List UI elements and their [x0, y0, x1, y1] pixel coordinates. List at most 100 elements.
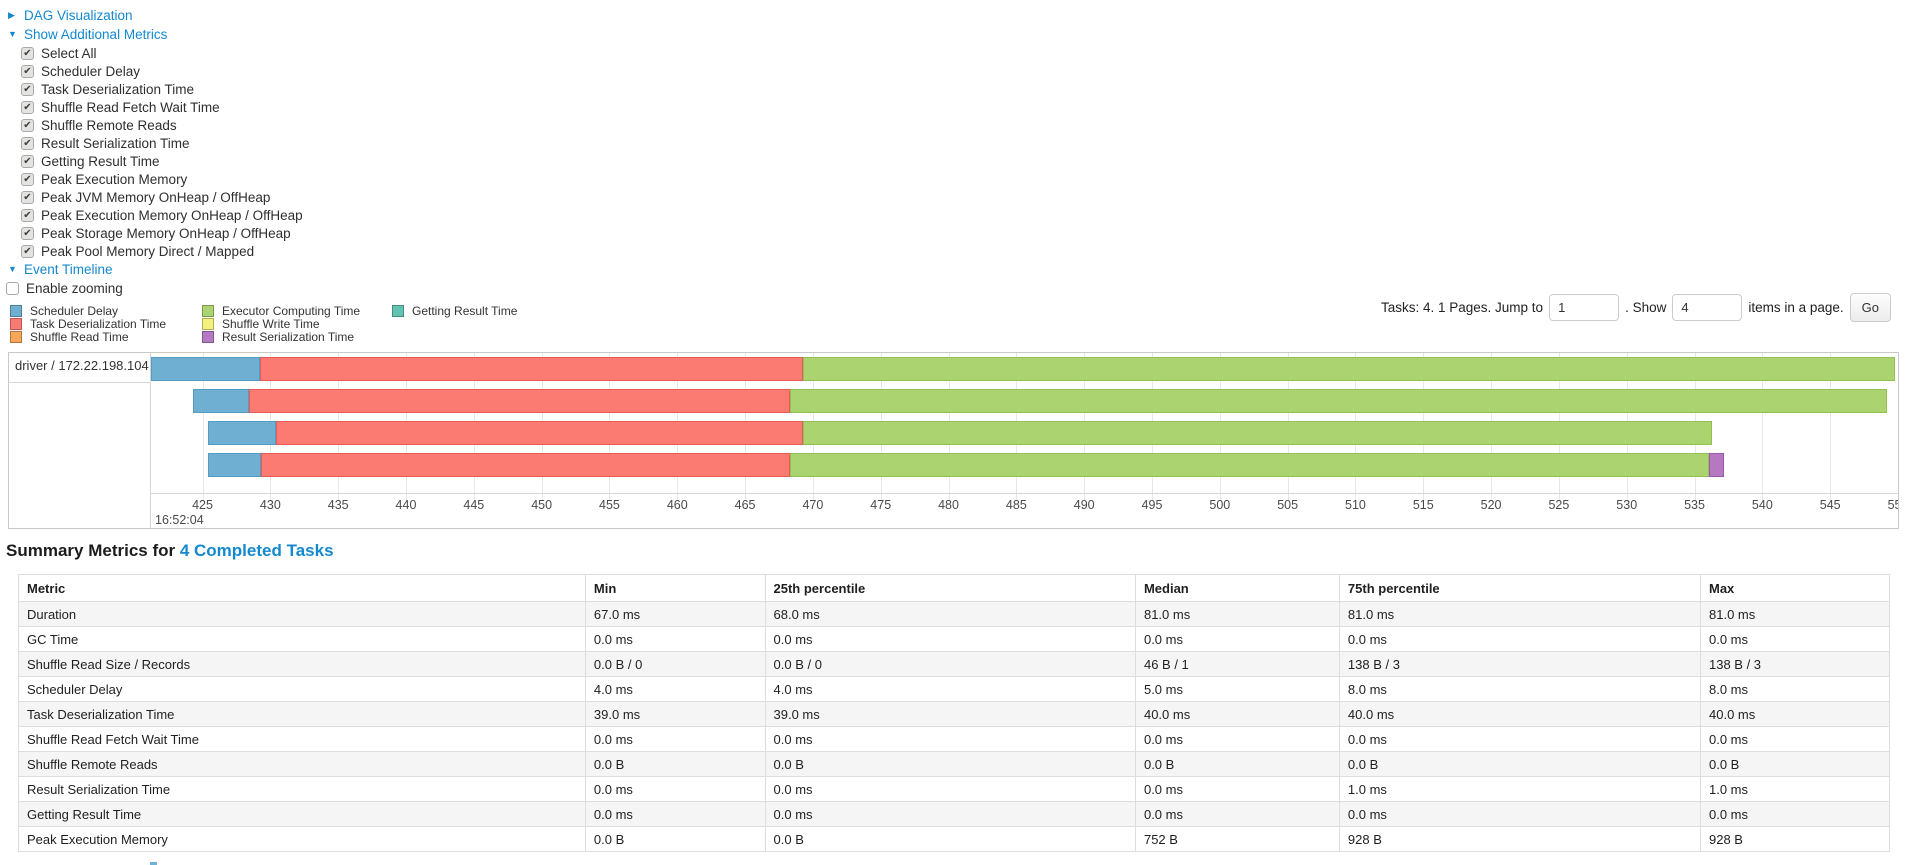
- metric-checkbox[interactable]: ✔: [21, 136, 34, 150]
- metric-value-cell: 46 B / 1: [1134, 651, 1340, 677]
- executor-row-label: driver / 172.22.198.104: [15, 358, 149, 373]
- additional-metrics-checkbox-list: ✔ Select All ✔ Scheduler Delay ✔ Task Deseria…: [21, 44, 303, 260]
- dag-visualization-link[interactable]: DAG Visualization: [24, 7, 133, 23]
- event-timeline-toggle[interactable]: ▼ Event Timeline: [8, 261, 113, 277]
- axis-tick-label: 530: [1616, 498, 1638, 512]
- axis-tick-label: 445: [463, 498, 485, 512]
- axis-tick: [1084, 494, 1086, 501]
- metric-name-cell: Getting Result Time: [18, 801, 586, 827]
- show-additional-metrics-toggle[interactable]: ▼ Show Additional Metrics: [8, 26, 167, 42]
- metric-checkbox-row: ✔ Peak Execution Memory OnHeap / OffHeap: [21, 206, 303, 224]
- metric-value-cell: 5.0 ms: [1134, 676, 1340, 702]
- metric-checkbox[interactable]: ✔: [21, 190, 34, 204]
- event-timeline-link[interactable]: Event Timeline: [24, 261, 113, 277]
- metric-checkbox[interactable]: ✔: [21, 46, 34, 60]
- axis-tick-label: 545: [1819, 498, 1841, 512]
- metric-checkbox-row: ✔ Task Deserialization Time: [21, 80, 303, 98]
- go-button[interactable]: Go: [1849, 293, 1891, 322]
- timeline-executor-column: driver / 172.22.198.104: [9, 353, 151, 528]
- axis-tick: [1219, 494, 1221, 501]
- metric-value-cell: 40.0 ms: [1134, 701, 1340, 727]
- metric-name-cell: Result Serialization Time: [18, 776, 586, 802]
- metric-checkbox[interactable]: ✔: [21, 154, 34, 168]
- metric-name-cell: Shuffle Read Fetch Wait Time: [18, 726, 586, 752]
- metric-checkbox-row: ✔ Getting Result Time: [21, 152, 303, 170]
- table-column-header: Median: [1134, 574, 1340, 602]
- task-bar-segment-executor-computing[interactable]: [803, 357, 1896, 381]
- metric-name-cell: Shuffle Remote Reads: [18, 751, 586, 777]
- legend-item: Shuffle Read Time: [10, 331, 202, 344]
- cut-off-next-section: [150, 862, 157, 865]
- jump-to-page-input[interactable]: [1549, 294, 1620, 321]
- axis-tick: [1355, 494, 1357, 501]
- metric-value-cell: 0.0 ms: [764, 776, 1136, 802]
- legend-label: Shuffle Read Time: [30, 330, 129, 345]
- axis-tick: [1016, 494, 1018, 501]
- task-deserialization-swatch-icon: [10, 318, 22, 331]
- metric-checkbox[interactable]: ✔: [21, 118, 34, 132]
- axis-tick: [473, 494, 475, 501]
- metric-checkbox-row: ✔ Peak Execution Memory: [21, 170, 303, 188]
- metric-value-cell: 0.0 ms: [1134, 776, 1340, 802]
- legend-item: Scheduler Delay: [10, 305, 202, 318]
- axis-tick-label: 465: [734, 498, 756, 512]
- result-serialization-swatch-icon: [202, 331, 214, 344]
- metric-checkbox[interactable]: ✔: [21, 100, 34, 114]
- legend-label: Executor Computing Time: [222, 304, 361, 319]
- metric-value-cell: 0.0 B: [764, 826, 1136, 852]
- show-additional-metrics-link[interactable]: Show Additional Metrics: [24, 26, 168, 42]
- metric-checkbox[interactable]: ✔: [21, 208, 34, 222]
- shuffle-write-swatch-icon: [202, 318, 214, 331]
- completed-tasks-link[interactable]: 4 Completed Tasks: [179, 541, 334, 560]
- task-bar-segment-task-deserialization[interactable]: [260, 453, 790, 477]
- metric-checkbox-label: Getting Result Time: [41, 153, 160, 169]
- metric-value-cell: 0.0 B: [1134, 751, 1340, 777]
- pagination-mid-text: . Show: [1625, 300, 1667, 315]
- task-bar-segment-result-serialization[interactable]: [1709, 453, 1725, 477]
- gridline: [202, 353, 204, 493]
- metric-value-cell: 4.0 ms: [584, 676, 766, 702]
- enable-zooming-checkbox[interactable]: [6, 281, 19, 295]
- task-bar-segment-task-deserialization[interactable]: [248, 389, 790, 413]
- legend-label: Getting Result Time: [412, 304, 518, 319]
- axis-tick-label: 450: [531, 498, 553, 512]
- metric-value-cell: 0.0 ms: [1134, 626, 1340, 652]
- metric-checkbox-row: ✔ Result Serialization Time: [21, 134, 303, 152]
- metric-checkbox[interactable]: ✔: [21, 64, 34, 78]
- metric-checkbox-label: Scheduler Delay: [41, 63, 141, 79]
- task-bar-segment-scheduler-delay[interactable]: [207, 453, 261, 477]
- metric-checkbox[interactable]: ✔: [21, 172, 34, 186]
- metric-checkbox[interactable]: ✔: [21, 244, 34, 258]
- axis-tick: [1491, 494, 1493, 501]
- metric-value-cell: 0.0 ms: [1700, 726, 1890, 752]
- task-bar-segment-scheduler-delay[interactable]: [193, 389, 249, 413]
- axis-tick: [948, 494, 950, 501]
- axis-tick: [1423, 494, 1425, 501]
- task-bar-segment-task-deserialization[interactable]: [259, 357, 804, 381]
- metric-value-cell: 0.0 B: [764, 751, 1136, 777]
- axis-tick-label: 490: [1073, 498, 1095, 512]
- axis-time-label: 16:52:04: [155, 513, 204, 527]
- task-bar-segment-scheduler-delay[interactable]: [207, 421, 276, 445]
- metric-value-cell: 138 B / 3: [1338, 651, 1702, 677]
- metric-value-cell: 0.0 B / 0: [584, 651, 766, 677]
- task-bar-segment-scheduler-delay[interactable]: [151, 357, 260, 381]
- items-per-page-input[interactable]: [1672, 294, 1743, 321]
- metric-value-cell: 752 B: [1134, 826, 1340, 852]
- table-column-header: Max: [1700, 574, 1890, 602]
- metric-checkbox[interactable]: ✔: [21, 226, 34, 240]
- task-bar-segment-executor-computing[interactable]: [789, 453, 1710, 477]
- task-bar-segment-task-deserialization[interactable]: [275, 421, 804, 445]
- task-bar-segment-executor-computing[interactable]: [789, 389, 1888, 413]
- axis-tick-label: 470: [802, 498, 824, 512]
- dag-visualization-toggle[interactable]: ▶ DAG Visualization: [8, 7, 133, 23]
- legend-item: Shuffle Write Time: [202, 318, 392, 331]
- axis-tick-label: 435: [327, 498, 349, 512]
- metric-value-cell: 0.0 B: [584, 751, 766, 777]
- metric-checkbox[interactable]: ✔: [21, 82, 34, 96]
- table-column-header: Metric: [18, 574, 586, 602]
- table-header-row: Metric Min 25th percentile Median 75th perce…: [18, 574, 1890, 602]
- task-bar-segment-executor-computing[interactable]: [803, 421, 1713, 445]
- metric-value-cell: 0.0 ms: [1700, 801, 1890, 827]
